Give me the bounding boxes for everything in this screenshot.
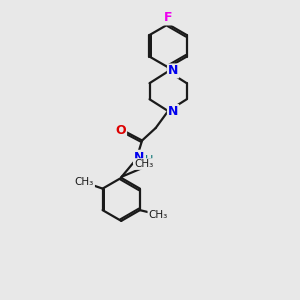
- Text: N: N: [168, 105, 178, 118]
- Text: N: N: [168, 64, 178, 77]
- Text: H: H: [145, 154, 153, 164]
- Text: CH₃: CH₃: [134, 159, 154, 169]
- Text: O: O: [116, 124, 126, 136]
- Text: CH₃: CH₃: [148, 210, 168, 220]
- Text: N: N: [134, 151, 144, 164]
- Text: F: F: [164, 11, 172, 25]
- Text: CH₃: CH₃: [75, 177, 94, 187]
